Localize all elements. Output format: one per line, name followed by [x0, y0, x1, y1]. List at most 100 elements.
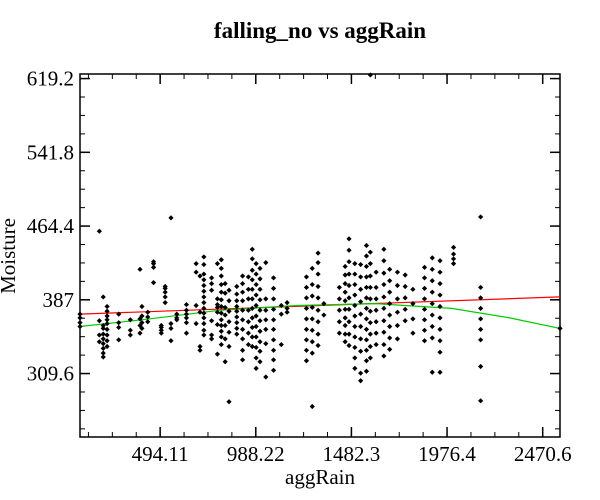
data-point — [450, 256, 457, 262]
data-point — [96, 332, 102, 338]
data-point — [249, 267, 255, 273]
data-point — [315, 319, 321, 325]
data-point — [234, 298, 240, 304]
data-point — [197, 309, 203, 315]
data-point — [394, 336, 401, 342]
data-point — [116, 337, 122, 343]
data-point — [158, 324, 164, 331]
data-point — [270, 275, 277, 281]
data-point — [201, 254, 207, 260]
data-point — [342, 315, 348, 321]
data-point — [346, 306, 352, 312]
data-point — [363, 337, 370, 343]
data-point — [336, 319, 342, 325]
data-point — [557, 325, 563, 331]
data-point — [222, 281, 228, 287]
data-point — [116, 324, 122, 331]
data-point — [77, 311, 83, 317]
data-point — [214, 309, 221, 315]
data-point — [257, 318, 263, 324]
data-point — [358, 311, 364, 317]
data-point — [193, 269, 199, 275]
data-point — [96, 228, 102, 234]
data-point — [174, 317, 180, 323]
data-point — [193, 302, 199, 309]
data-point — [263, 296, 269, 302]
plot-frame — [79, 73, 561, 438]
data-point — [437, 349, 443, 355]
data-point — [270, 296, 277, 302]
data-point — [387, 278, 393, 284]
data-point — [137, 330, 143, 336]
data-point — [116, 311, 122, 317]
data-point — [352, 302, 358, 309]
data-point — [270, 326, 277, 332]
data-point — [410, 316, 416, 322]
data-point — [197, 273, 203, 279]
data-point — [358, 261, 364, 268]
data-point — [367, 343, 373, 350]
data-point — [367, 296, 373, 302]
data-point — [437, 326, 443, 332]
data-point — [342, 289, 348, 295]
data-point — [303, 347, 310, 353]
data-point — [249, 334, 255, 340]
data-point — [234, 320, 240, 326]
data-point — [201, 288, 207, 294]
data-point — [410, 330, 416, 336]
data-point — [253, 365, 259, 372]
tick-labels: 494.11 988.22 1482.3 1976.4 2470.6 309.6 387 46… — [27, 67, 572, 466]
data-point — [168, 325, 174, 331]
data-point — [214, 321, 221, 328]
data-point — [381, 281, 387, 288]
data-point — [437, 292, 443, 298]
data-point — [263, 341, 269, 347]
data-point — [253, 292, 259, 298]
data-point — [346, 236, 352, 242]
data-point — [245, 341, 251, 348]
data-point — [303, 305, 310, 311]
data-point — [309, 327, 315, 333]
data-point — [381, 341, 387, 348]
data-point — [373, 307, 379, 313]
data-point — [394, 296, 401, 302]
data-point — [315, 260, 321, 266]
data-point — [321, 312, 327, 318]
data-point — [270, 357, 277, 363]
data-point — [363, 242, 370, 249]
data-point — [209, 287, 215, 293]
data-point — [263, 317, 269, 323]
data-point — [363, 284, 370, 291]
data-point — [270, 337, 277, 343]
data-point — [162, 285, 168, 291]
data-point — [145, 309, 151, 315]
data-point — [352, 260, 358, 267]
data-point — [421, 264, 428, 271]
data-point — [336, 307, 342, 313]
data-point — [218, 328, 224, 334]
data-point — [222, 304, 228, 311]
data-point — [352, 355, 358, 361]
data-point — [253, 344, 259, 351]
data-point — [346, 319, 352, 325]
data-point — [150, 264, 157, 271]
data-point — [127, 317, 133, 323]
data-point — [245, 286, 251, 292]
data-point — [342, 331, 348, 337]
data-point — [309, 316, 315, 322]
data-point — [421, 296, 428, 302]
data-point — [381, 305, 387, 311]
data-point — [222, 322, 228, 329]
data-point — [222, 359, 228, 365]
data-point — [342, 306, 348, 312]
data-point — [342, 263, 348, 270]
data-point — [352, 281, 358, 288]
data-point — [346, 271, 352, 277]
data-point — [336, 330, 342, 336]
data-point — [104, 313, 110, 319]
y-tick-label: 619.2 — [27, 67, 74, 91]
data-point — [270, 347, 277, 353]
data-point — [387, 289, 393, 295]
data-point — [437, 338, 443, 344]
